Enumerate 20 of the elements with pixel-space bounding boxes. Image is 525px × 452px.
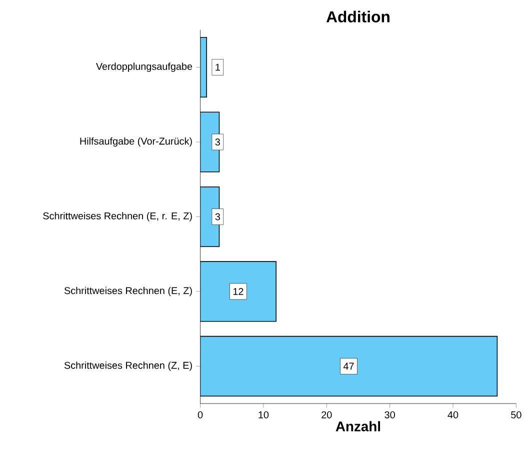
data-label: 3 bbox=[215, 213, 220, 220]
x-tick-label: 50 bbox=[511, 411, 522, 418]
bar bbox=[200, 260, 276, 322]
data-label: 1 bbox=[216, 64, 220, 70]
x-tick-label: 20 bbox=[322, 411, 332, 418]
x-tick-label: 10 bbox=[258, 411, 269, 418]
x-tick-label: 0 bbox=[198, 411, 203, 418]
data-label: 47 bbox=[343, 362, 354, 370]
chart-title: Addition bbox=[326, 10, 390, 22]
x-axis-title: Anzahl bbox=[336, 420, 380, 432]
data-label: 3 bbox=[215, 138, 220, 146]
data-label: 12 bbox=[233, 288, 244, 295]
y-tick-label: Hilfsaufgabe (Vor-Zurück) bbox=[80, 137, 192, 146]
y-tick-label: Schrittweises Rechnen (E, r. E, Z) bbox=[43, 212, 192, 222]
y-tick-label: Verdopplungsaufgabe bbox=[96, 62, 192, 72]
y-tick-label: Schrittweises Rechnen (Z, E) bbox=[64, 361, 192, 371]
y-tick-label: Schrittweises Rechnen (E, Z) bbox=[64, 286, 192, 296]
x-tick-label: 30 bbox=[384, 411, 395, 418]
x-tick-label: 40 bbox=[448, 411, 458, 418]
bar bbox=[200, 336, 498, 396]
